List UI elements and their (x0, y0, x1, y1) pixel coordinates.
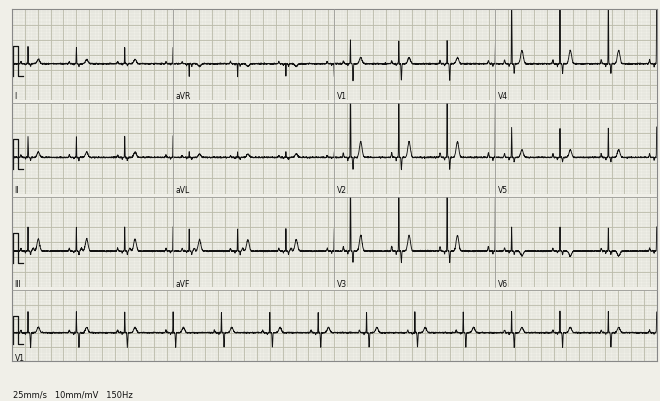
Text: V2: V2 (337, 186, 347, 194)
Text: V4: V4 (498, 92, 508, 101)
Text: aVF: aVF (176, 279, 190, 288)
Text: 25mm/s   10mm/mV   150Hz: 25mm/s 10mm/mV 150Hz (13, 390, 133, 399)
Text: V1: V1 (337, 92, 347, 101)
Text: I: I (15, 92, 16, 101)
Text: V6: V6 (498, 279, 508, 288)
Text: III: III (15, 279, 21, 288)
Text: II: II (15, 186, 19, 194)
Text: aVR: aVR (176, 92, 191, 101)
Text: aVL: aVL (176, 186, 190, 194)
Text: V3: V3 (337, 279, 347, 288)
Text: V5: V5 (498, 186, 508, 194)
Text: V1: V1 (15, 353, 24, 362)
